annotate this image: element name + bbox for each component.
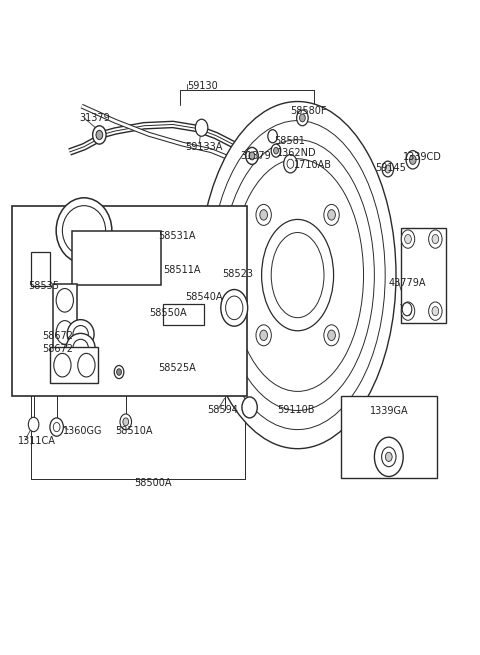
Circle shape xyxy=(268,130,277,143)
Circle shape xyxy=(287,159,294,168)
Circle shape xyxy=(324,325,339,346)
Circle shape xyxy=(53,422,60,432)
Circle shape xyxy=(429,230,442,248)
Circle shape xyxy=(382,161,394,177)
Circle shape xyxy=(324,204,339,225)
Bar xyxy=(53,284,77,348)
Circle shape xyxy=(226,296,243,320)
Text: 58594: 58594 xyxy=(207,405,238,415)
Circle shape xyxy=(385,452,392,461)
Circle shape xyxy=(54,354,71,377)
Text: 58672: 58672 xyxy=(42,344,73,354)
Ellipse shape xyxy=(271,233,324,318)
Text: 1339CD: 1339CD xyxy=(403,152,442,162)
Ellipse shape xyxy=(232,159,363,392)
Circle shape xyxy=(401,230,415,248)
Text: 58510A: 58510A xyxy=(115,426,153,436)
Circle shape xyxy=(28,417,39,432)
Circle shape xyxy=(249,152,255,160)
Circle shape xyxy=(432,307,439,316)
Ellipse shape xyxy=(56,198,112,263)
Ellipse shape xyxy=(210,121,385,430)
Circle shape xyxy=(406,151,420,169)
Ellipse shape xyxy=(262,219,334,331)
Text: 1362ND: 1362ND xyxy=(277,148,317,159)
Bar xyxy=(31,252,50,286)
Text: 58540A: 58540A xyxy=(185,291,222,302)
Circle shape xyxy=(256,204,271,225)
Circle shape xyxy=(405,307,411,316)
Circle shape xyxy=(56,288,73,312)
Circle shape xyxy=(96,130,103,140)
Circle shape xyxy=(429,302,442,320)
Text: 58525A: 58525A xyxy=(158,363,196,373)
Circle shape xyxy=(56,320,73,345)
Ellipse shape xyxy=(62,206,106,255)
Circle shape xyxy=(120,414,132,430)
Text: 31379: 31379 xyxy=(240,151,271,161)
Text: 58511A: 58511A xyxy=(163,265,201,275)
Text: 1311CA: 1311CA xyxy=(18,436,56,447)
Circle shape xyxy=(221,290,248,326)
Circle shape xyxy=(260,210,267,220)
Bar xyxy=(341,396,437,478)
Ellipse shape xyxy=(73,339,88,356)
Circle shape xyxy=(256,325,271,346)
Circle shape xyxy=(382,447,396,466)
Text: 58580F: 58580F xyxy=(290,106,327,117)
Text: 58672: 58672 xyxy=(42,331,73,341)
Bar xyxy=(72,231,161,285)
Circle shape xyxy=(284,155,297,173)
Text: 58550A: 58550A xyxy=(149,308,186,318)
Bar xyxy=(50,347,98,383)
Text: 59110B: 59110B xyxy=(277,405,315,415)
Text: 59133A: 59133A xyxy=(185,141,222,152)
Circle shape xyxy=(93,126,106,144)
Circle shape xyxy=(123,418,129,426)
Circle shape xyxy=(297,110,308,126)
Text: 58531A: 58531A xyxy=(158,231,196,241)
Circle shape xyxy=(328,330,336,341)
Bar xyxy=(12,206,247,396)
Text: 58535: 58535 xyxy=(28,280,59,291)
Ellipse shape xyxy=(73,326,88,343)
Text: 59130: 59130 xyxy=(187,81,218,92)
Circle shape xyxy=(114,365,124,379)
Circle shape xyxy=(274,147,278,154)
Circle shape xyxy=(405,234,411,244)
Circle shape xyxy=(432,234,439,244)
Text: 58581: 58581 xyxy=(275,136,305,146)
Circle shape xyxy=(117,369,121,375)
Text: 58523: 58523 xyxy=(222,269,253,279)
Ellipse shape xyxy=(66,333,95,362)
Circle shape xyxy=(246,147,258,164)
Circle shape xyxy=(78,354,95,377)
Text: 31379: 31379 xyxy=(79,113,110,123)
Text: 1360GG: 1360GG xyxy=(63,426,103,436)
Text: 58500A: 58500A xyxy=(134,478,172,489)
Bar xyxy=(401,228,446,323)
Circle shape xyxy=(260,330,267,341)
Circle shape xyxy=(300,114,305,122)
Text: 1710AB: 1710AB xyxy=(294,160,332,170)
Circle shape xyxy=(409,155,416,164)
Circle shape xyxy=(50,418,63,436)
Text: 59145: 59145 xyxy=(375,163,406,174)
Ellipse shape xyxy=(67,320,94,348)
Circle shape xyxy=(242,397,257,418)
Circle shape xyxy=(374,438,403,477)
Text: 43779A: 43779A xyxy=(389,278,426,288)
Circle shape xyxy=(195,119,208,136)
Ellipse shape xyxy=(221,140,374,411)
Circle shape xyxy=(402,303,412,316)
Circle shape xyxy=(401,302,415,320)
Circle shape xyxy=(328,210,336,220)
Text: 1339GA: 1339GA xyxy=(370,406,408,416)
Circle shape xyxy=(385,165,391,173)
Ellipse shape xyxy=(199,102,396,449)
Circle shape xyxy=(271,144,281,157)
Bar xyxy=(163,304,204,325)
